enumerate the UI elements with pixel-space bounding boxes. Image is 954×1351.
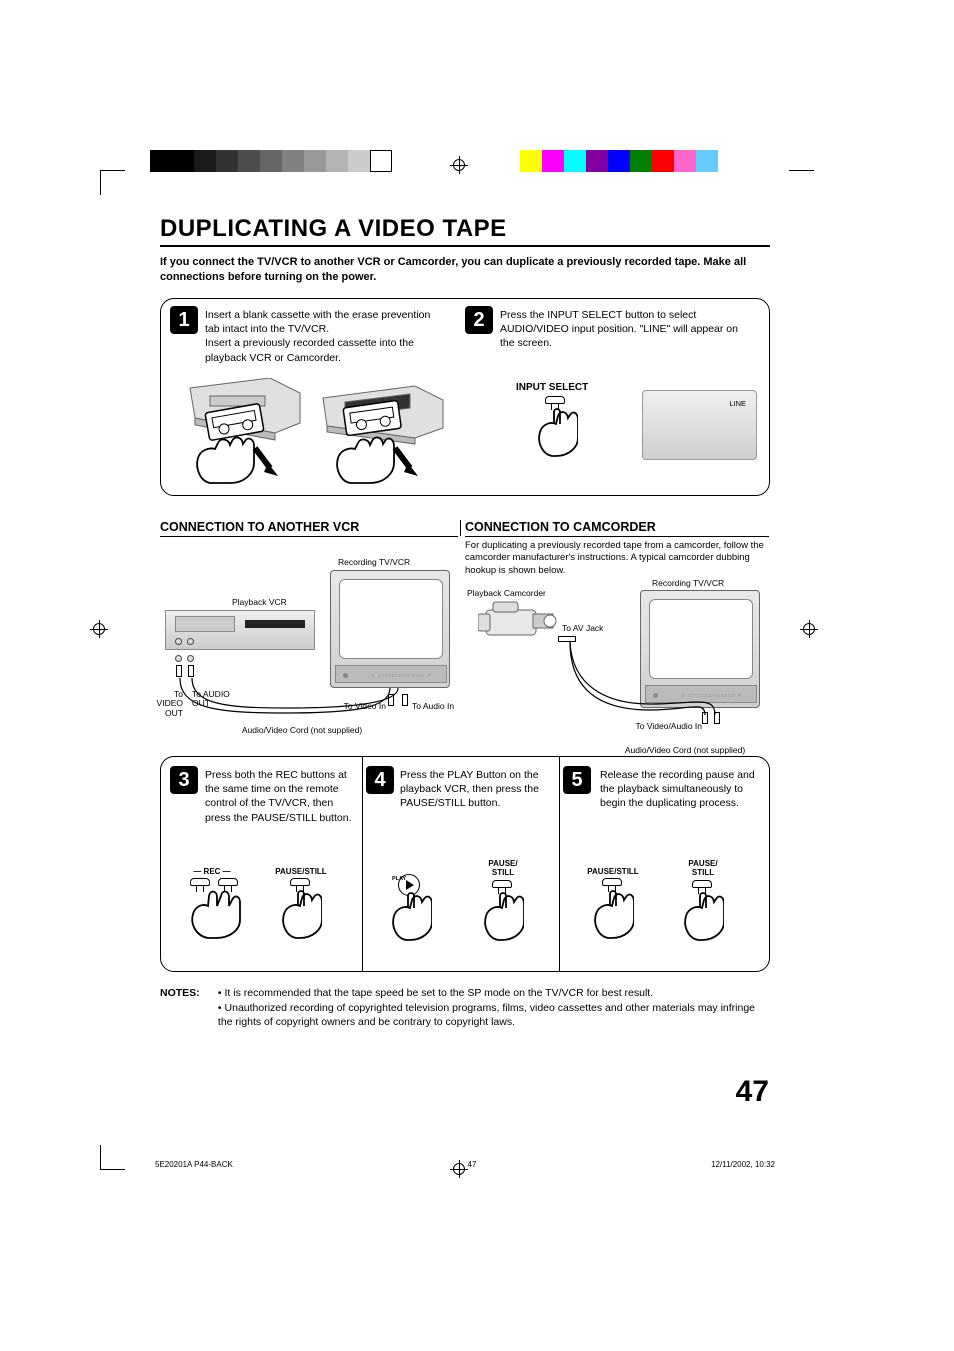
rule: [160, 536, 458, 537]
step-1-badge: 1: [170, 306, 198, 334]
footer-center: 47: [468, 1160, 477, 1169]
jack-icon: [187, 638, 194, 645]
crop-mark: [100, 1145, 125, 1170]
step-3-text: Press both the REC buttons at the same t…: [205, 768, 360, 825]
footer-left: 5E20201A P44-BACK: [155, 1160, 233, 1169]
registration-mark-icon: [800, 620, 818, 638]
title-rule: [160, 245, 770, 247]
step-1-text: Insert a blank cassette with the erase p…: [205, 308, 445, 365]
cam-intro-text: For duplicating a previously recorded ta…: [465, 540, 770, 577]
registration-mark-icon: [90, 620, 108, 638]
step-4-badge: 4: [366, 766, 394, 794]
connection-cam-heading: CONNECTION TO CAMCORDER: [465, 520, 656, 534]
pause-still-label-1: PAUSE/STILL: [270, 867, 332, 876]
insert-cassette-tvvcr-icon: [180, 378, 305, 490]
jack-icon: [175, 638, 182, 645]
jack-icon: [187, 655, 194, 662]
hand-press-icon: [534, 408, 578, 458]
line-text: LINE: [729, 399, 746, 408]
plug-icon: [176, 665, 182, 677]
page-number: 47: [736, 1075, 769, 1109]
divider: [460, 520, 461, 536]
av-cord-label: Audio/Video Cord (not supplied): [232, 725, 372, 735]
rule: [465, 536, 769, 537]
playback-camcorder-label: Playback Camcorder: [467, 588, 546, 598]
av-cord-icon: [175, 678, 410, 718]
camcorder-icon: [478, 600, 563, 650]
hand-two-press-icon: [188, 890, 244, 940]
crop-mark: [100, 170, 125, 195]
step-4-text: Press the PLAY Button on the playback VC…: [400, 768, 555, 811]
step-2-badge: 2: [465, 306, 493, 334]
hand-press-icon: [278, 890, 322, 940]
step-5-badge: 5: [563, 766, 591, 794]
colorbar-grayscale: [150, 150, 392, 172]
hand-press-icon: [480, 892, 524, 942]
vcr-display-icon: [245, 620, 305, 628]
play-label: PLAY: [392, 876, 406, 882]
step-2-text: Press the INPUT SELECT button to select …: [500, 308, 740, 351]
hand-press-icon: [590, 890, 634, 940]
registration-mark-icon: [450, 156, 468, 174]
footer-right: 12/11/2002, 10:32: [711, 1160, 775, 1169]
step-5-text: Release the recording pause and the play…: [600, 768, 755, 811]
page-title: DUPLICATING A VIDEO TAPE: [160, 215, 507, 243]
intro-text: If you connect the TV/VCR to another VCR…: [160, 255, 770, 285]
jack-icon: [175, 655, 182, 662]
insert-cassette-vcr-icon: [315, 378, 445, 490]
footer: 5E20201A P44-BACK 47 12/11/2002, 10:32: [155, 1160, 775, 1169]
notes-label: NOTES:: [160, 986, 215, 1001]
playback-vcr-label: Playback VCR: [232, 597, 287, 607]
av-cord-cam-icon: [560, 640, 725, 730]
input-select-label: INPUT SELECT: [516, 382, 588, 393]
screen-line-box: LINE: [642, 390, 757, 460]
rec-label: — REC —: [182, 867, 242, 876]
notes-items: • It is recommended that the tape speed …: [218, 986, 763, 1030]
pause-still-label-4: PAUSE/ STILL: [680, 860, 726, 878]
crop-mark: [789, 170, 814, 171]
vcr-slot-icon: [175, 616, 235, 632]
hand-press-icon: [680, 892, 724, 942]
hand-press-icon: [388, 892, 432, 942]
step-3-badge: 3: [170, 766, 198, 794]
av-cord-label-2: Audio/Video Cord (not supplied): [615, 745, 755, 755]
to-av-jack-label: To AV Jack: [562, 623, 603, 633]
pause-still-label-2: PAUSE/ STILL: [480, 860, 526, 878]
notes-block: NOTES: • It is recommended that the tape…: [160, 986, 770, 1030]
recording-tvvcr-label: Recording TV/VCR: [338, 557, 410, 567]
to-audio-in-label: To Audio In: [412, 701, 460, 711]
divider: [559, 757, 560, 971]
recording-tvvcr-label-2: Recording TV/VCR: [652, 578, 724, 588]
connection-vcr-heading: CONNECTION TO ANOTHER VCR: [160, 520, 359, 534]
plug-icon: [188, 665, 194, 677]
pause-still-label-3: PAUSE/STILL: [582, 867, 644, 876]
colorbar-color: [520, 150, 718, 172]
divider: [362, 757, 363, 971]
tv-vcr-icon: ○ ▭▭▭▭▭▭▭ ×: [330, 570, 450, 688]
